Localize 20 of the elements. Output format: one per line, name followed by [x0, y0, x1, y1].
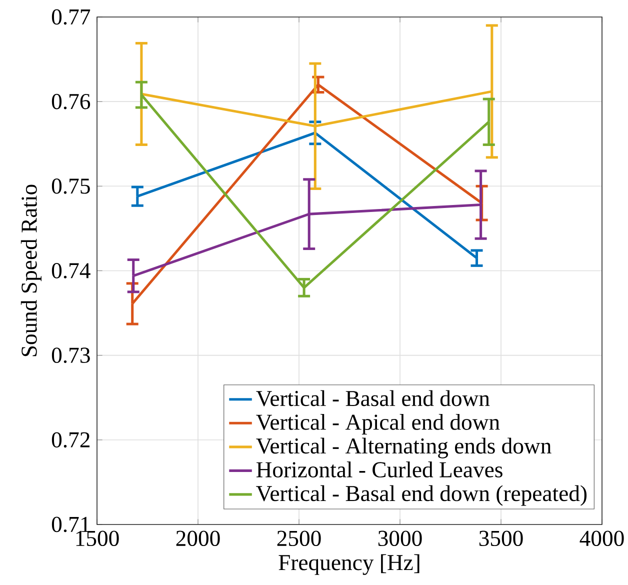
legend-label: Vertical - Basal end down	[256, 390, 490, 406]
legend-label: Vertical - Alternating ends down	[256, 438, 552, 458]
x-tick-label: 3500	[479, 530, 523, 546]
y-tick-label: 0.73	[52, 348, 90, 364]
legend-label: Vertical - Basal end down (repeated)	[256, 485, 587, 506]
x-tick-label: 4000	[580, 530, 624, 546]
y-axis-title: Sound Speed Ratio	[20, 184, 42, 356]
x-tick-label: 1500	[76, 530, 119, 546]
legend-label: Horizontal - Curled Leaves	[256, 461, 502, 478]
y-tick-label: 0.71	[52, 516, 90, 532]
x-tick-label: 2000	[176, 530, 220, 546]
y-tick-label: 0.75	[52, 178, 90, 194]
y-tick-label: 0.76	[52, 94, 90, 110]
x-axis-title: Frequency [Hz]	[278, 554, 420, 575]
x-tick-label: 3000	[378, 530, 422, 546]
y-tick-label: 0.77	[52, 9, 90, 25]
y-tick-label: 0.72	[52, 432, 90, 448]
legend-label: Vertical - Apical end down	[256, 414, 500, 435]
x-tick-label: 2500	[277, 530, 321, 546]
y-tick-label: 0.74	[52, 263, 90, 278]
